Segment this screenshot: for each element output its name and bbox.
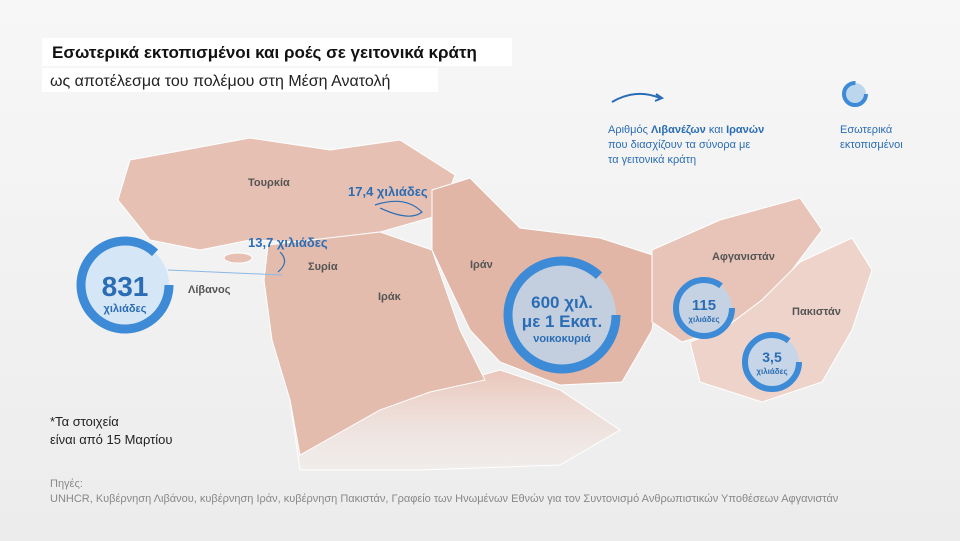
cyprus	[223, 252, 253, 264]
country-label: Λίβανος	[188, 284, 231, 296]
displaced-unit: χιλιάδες	[756, 367, 787, 376]
country-label: Ιράκ	[378, 291, 402, 303]
legend-text: και	[706, 124, 726, 136]
displaced-unit: χιλιάδες	[104, 303, 147, 315]
legend-flow-arrow	[654, 93, 665, 102]
subtitle: ως αποτέλεσμα του πολέμου στη Μέση Ανατο…	[50, 73, 390, 90]
country-label: Πακιστάν	[792, 306, 841, 318]
legend-displaced-icon	[842, 81, 868, 107]
sources: UNHCR, Κυβέρνηση Λιβάνου, κυβέρνηση Ιράν…	[50, 493, 839, 505]
legend-flows: Αριθμός Λιβανέζων και Ιρανών	[608, 124, 764, 136]
legend-flow-icon	[611, 92, 661, 103]
country-label: Συρία	[308, 261, 338, 273]
displaced-circle	[76, 236, 174, 334]
title-box	[42, 38, 512, 66]
legend-text: Ιρανών	[726, 124, 764, 136]
legend-text: Αριθμός	[608, 124, 651, 136]
flow-label: 13,7 χιλιάδες	[248, 235, 328, 250]
country-label: Τουρκία	[248, 177, 290, 189]
note: είναι από 15 Μαρτίου	[50, 432, 173, 447]
legend-displaced: Εσωτερικά	[840, 124, 893, 136]
displaced-value: 600 χιλ.	[531, 293, 593, 312]
subtitle-box	[42, 68, 438, 92]
displaced-value: 115	[692, 297, 716, 314]
levant-iraq	[263, 231, 486, 456]
displaced-circle	[503, 256, 621, 374]
displaced-circles: 831 χιλιάδες 600 χιλ. με 1 Εκατ. νοικοκυ…	[76, 236, 802, 392]
displaced-value: 3,5	[762, 349, 782, 365]
flow-arrow	[277, 251, 286, 273]
leader-line	[167, 269, 283, 276]
country-label: Ιράν	[470, 259, 493, 271]
country-label: Αφγανιστάν	[712, 251, 775, 263]
legend-flows: που διασχίζουν τα σύνορα με	[608, 139, 750, 151]
sources-label: Πηγές:	[50, 478, 83, 490]
displaced-circle	[673, 277, 735, 339]
displaced-unit: χιλιάδες	[688, 315, 719, 324]
displaced-unit: νοικοκυριά	[533, 333, 591, 345]
legend-displaced: εκτοπισμένοι	[840, 139, 903, 151]
displaced-circle	[742, 332, 802, 392]
displaced-value: με 1 Εκατ.	[522, 312, 602, 331]
displaced-value: 831	[102, 271, 149, 302]
flow-arrow	[374, 200, 423, 217]
legend-flows: τα γειτονικά κράτη	[608, 154, 696, 166]
flow-label: 17,4 χιλιάδες	[348, 184, 428, 199]
note: *Τα στοιχεία	[50, 414, 119, 429]
title: Εσωτερικά εκτοπισμένοι και ροές σε γειτο…	[52, 43, 477, 62]
legend-text: Λιβανέζων	[651, 124, 706, 136]
